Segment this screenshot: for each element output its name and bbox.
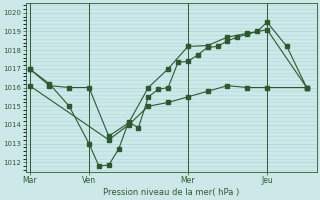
X-axis label: Pression niveau de la mer( hPa ): Pression niveau de la mer( hPa )	[103, 188, 239, 197]
